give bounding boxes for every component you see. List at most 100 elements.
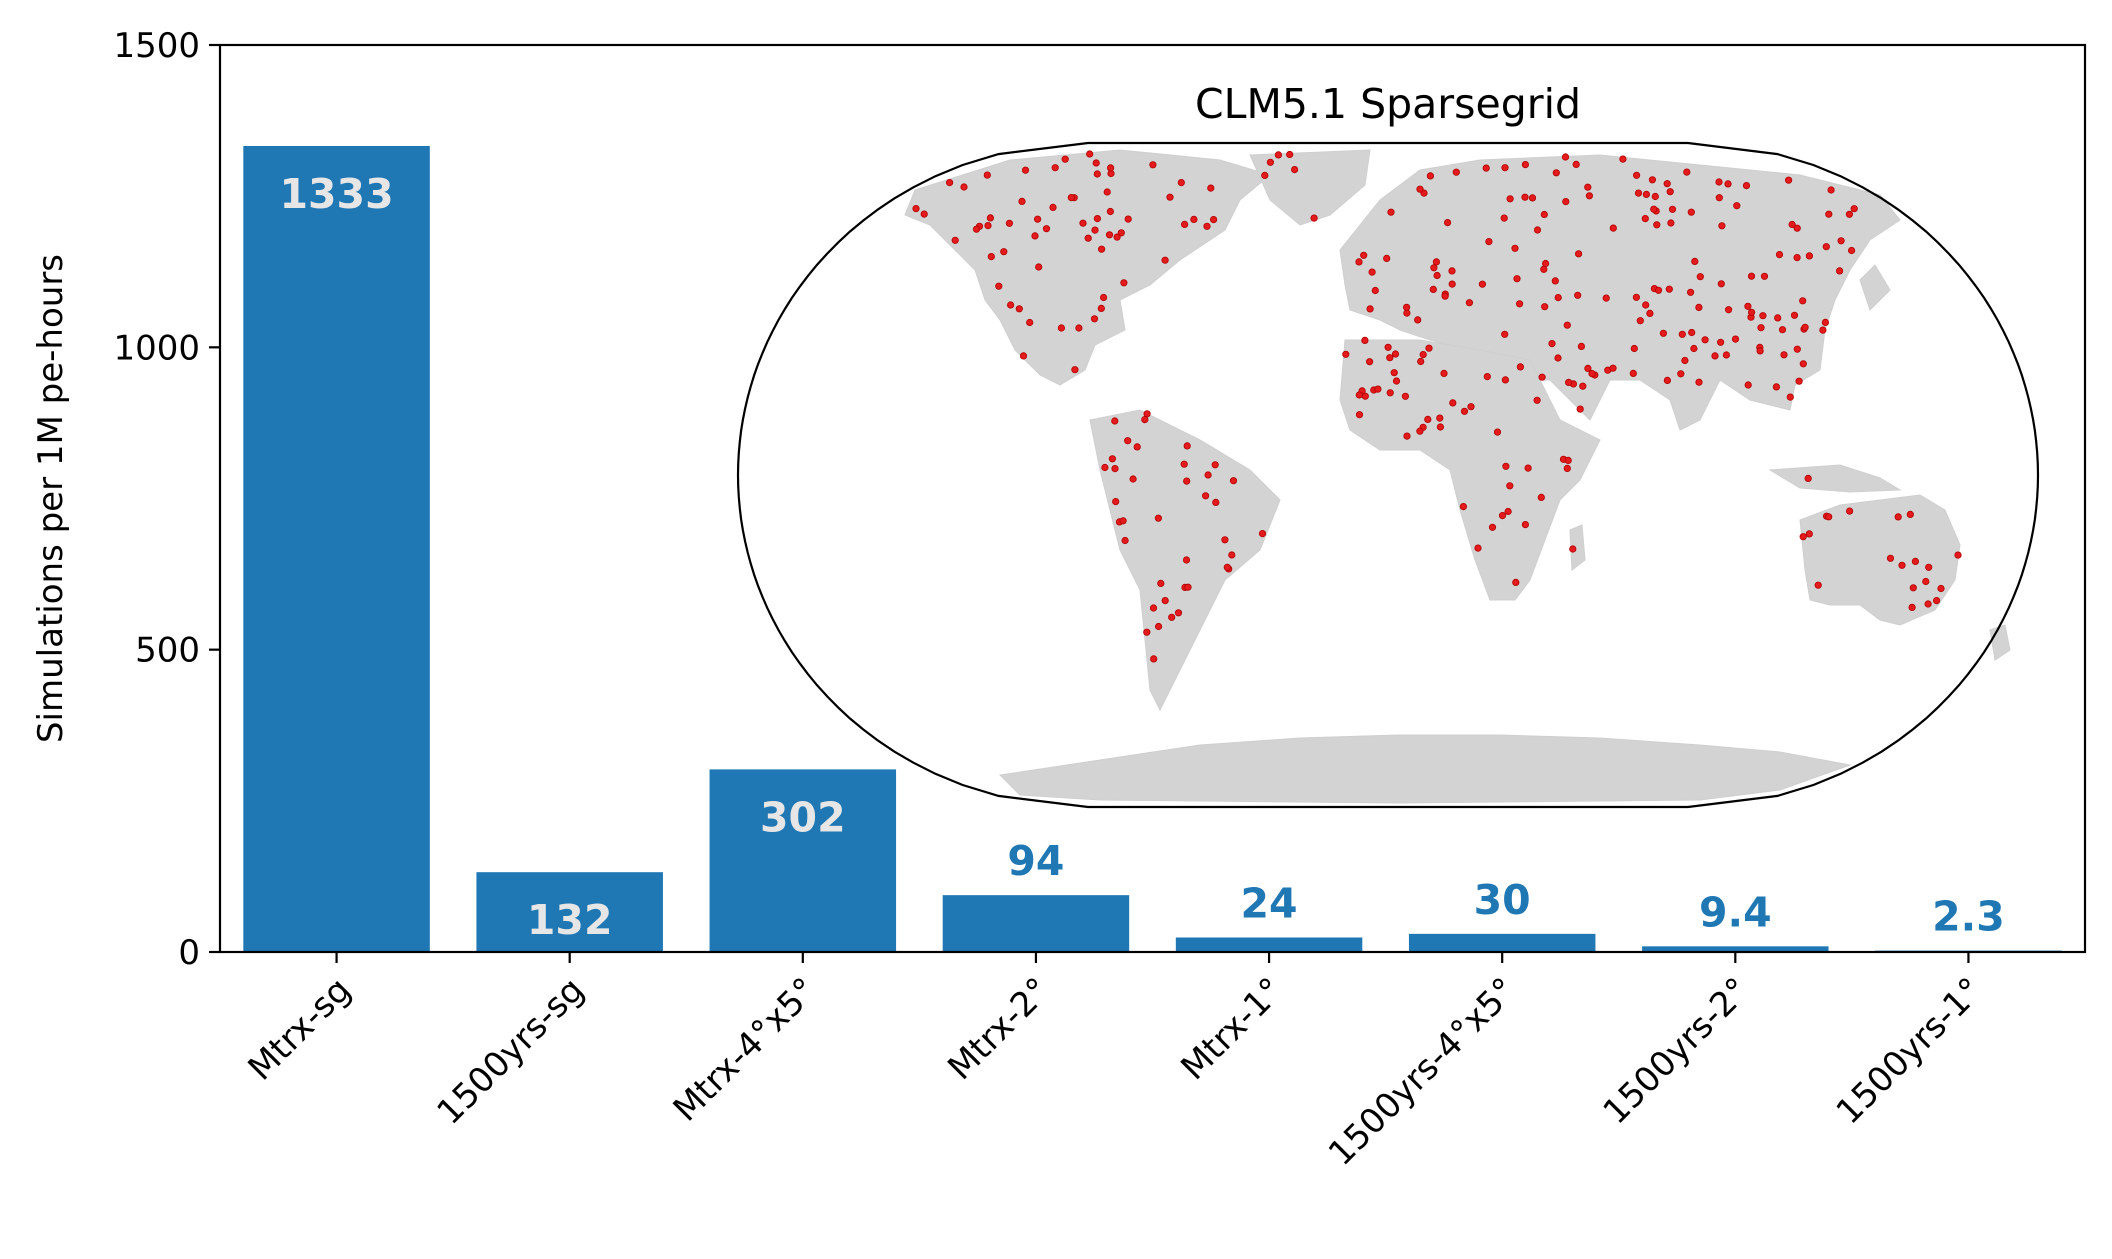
site-point bbox=[1210, 216, 1218, 224]
site-point bbox=[1691, 257, 1699, 265]
site-point bbox=[1894, 513, 1902, 521]
site-point bbox=[1211, 461, 1219, 469]
site-point bbox=[1161, 256, 1169, 264]
site-point bbox=[1501, 376, 1510, 384]
landmass-new-zealand bbox=[1989, 624, 2011, 661]
site-point bbox=[1143, 628, 1151, 636]
site-point bbox=[1228, 551, 1236, 559]
site-point bbox=[1696, 273, 1704, 281]
bar-data-label: 302 bbox=[760, 793, 846, 841]
site-point bbox=[1521, 520, 1530, 529]
site-point bbox=[1772, 383, 1781, 391]
site-point bbox=[1460, 407, 1469, 415]
site-point bbox=[1502, 462, 1510, 470]
site-point bbox=[1141, 415, 1149, 424]
site-point bbox=[1079, 219, 1087, 227]
site-point bbox=[1493, 428, 1502, 436]
site-point bbox=[1663, 180, 1671, 188]
site-point bbox=[1161, 596, 1169, 605]
site-point bbox=[1659, 329, 1668, 337]
site-point bbox=[1677, 370, 1685, 378]
y-tick-label: 1000 bbox=[113, 328, 200, 368]
site-point bbox=[1019, 352, 1028, 360]
site-point bbox=[1021, 166, 1030, 174]
site-point bbox=[1715, 194, 1723, 202]
site-point bbox=[1668, 205, 1677, 213]
site-point bbox=[1084, 234, 1092, 242]
site-point bbox=[1092, 159, 1100, 167]
site-point bbox=[1105, 231, 1114, 239]
site-point bbox=[1630, 344, 1638, 353]
site-point bbox=[1261, 171, 1269, 179]
site-point bbox=[1183, 477, 1191, 485]
site-point bbox=[1687, 208, 1695, 216]
site-point bbox=[1361, 336, 1369, 344]
site-point bbox=[1111, 417, 1119, 425]
site-point bbox=[1722, 351, 1731, 359]
site-point bbox=[1911, 557, 1920, 566]
y-tick-label: 0 bbox=[178, 933, 200, 973]
site-point bbox=[1426, 172, 1435, 180]
site-point bbox=[1524, 464, 1532, 472]
site-point bbox=[1759, 312, 1767, 320]
site-point bbox=[1436, 423, 1445, 431]
site-point bbox=[1416, 185, 1424, 193]
site-point bbox=[1221, 536, 1229, 544]
site-point bbox=[1715, 178, 1723, 186]
site-point bbox=[1744, 381, 1752, 389]
site-point bbox=[1366, 305, 1374, 313]
site-point bbox=[1342, 350, 1350, 358]
site-point bbox=[1554, 354, 1562, 362]
bar-5 bbox=[1408, 933, 1596, 952]
site-point bbox=[1646, 309, 1654, 317]
site-point bbox=[1150, 655, 1158, 663]
site-point bbox=[1825, 513, 1833, 521]
site-point bbox=[1533, 226, 1542, 234]
site-point bbox=[1448, 280, 1456, 288]
site-point bbox=[1049, 203, 1057, 211]
site-point bbox=[1653, 221, 1661, 229]
site-point bbox=[1634, 189, 1643, 197]
site-point bbox=[1563, 464, 1571, 472]
site-point bbox=[1124, 437, 1132, 445]
site-point bbox=[1133, 443, 1141, 451]
site-point bbox=[1266, 158, 1275, 166]
site-point bbox=[1000, 248, 1008, 256]
site-point bbox=[1731, 335, 1740, 343]
site-point bbox=[1701, 336, 1709, 344]
site-point bbox=[1821, 318, 1830, 326]
y-axis-label: Simulations per 1M pe-hours bbox=[31, 254, 71, 743]
site-point bbox=[972, 225, 981, 233]
site-point bbox=[1051, 164, 1059, 172]
site-point bbox=[1552, 169, 1560, 177]
site-point bbox=[1501, 330, 1509, 338]
site-point bbox=[1005, 219, 1014, 227]
site-point bbox=[1498, 511, 1507, 520]
site-point bbox=[1417, 357, 1425, 366]
site-point bbox=[1922, 577, 1930, 586]
site-point bbox=[1424, 415, 1432, 423]
site-point bbox=[1757, 324, 1765, 332]
landmass-madagascar bbox=[1569, 524, 1586, 571]
site-point bbox=[1355, 258, 1363, 266]
site-point bbox=[1572, 160, 1580, 168]
site-point bbox=[1725, 306, 1733, 314]
site-point bbox=[1086, 150, 1094, 158]
site-point bbox=[1286, 150, 1294, 159]
site-point bbox=[1031, 232, 1039, 240]
site-point bbox=[1521, 161, 1530, 169]
map-border bbox=[736, 141, 2040, 809]
site-point bbox=[1717, 338, 1725, 346]
site-point bbox=[1651, 192, 1659, 201]
site-point bbox=[1202, 492, 1210, 500]
site-point bbox=[1793, 345, 1801, 353]
site-point bbox=[1419, 350, 1427, 359]
x-tick-label: 1500yrs-2° bbox=[1596, 970, 1758, 1132]
site-point bbox=[1506, 195, 1514, 203]
site-point bbox=[1433, 271, 1441, 280]
site-point bbox=[1042, 225, 1051, 233]
site-point bbox=[912, 205, 920, 213]
site-point bbox=[1120, 279, 1128, 287]
x-tick-label: 1500yrs-1° bbox=[1829, 970, 1991, 1132]
